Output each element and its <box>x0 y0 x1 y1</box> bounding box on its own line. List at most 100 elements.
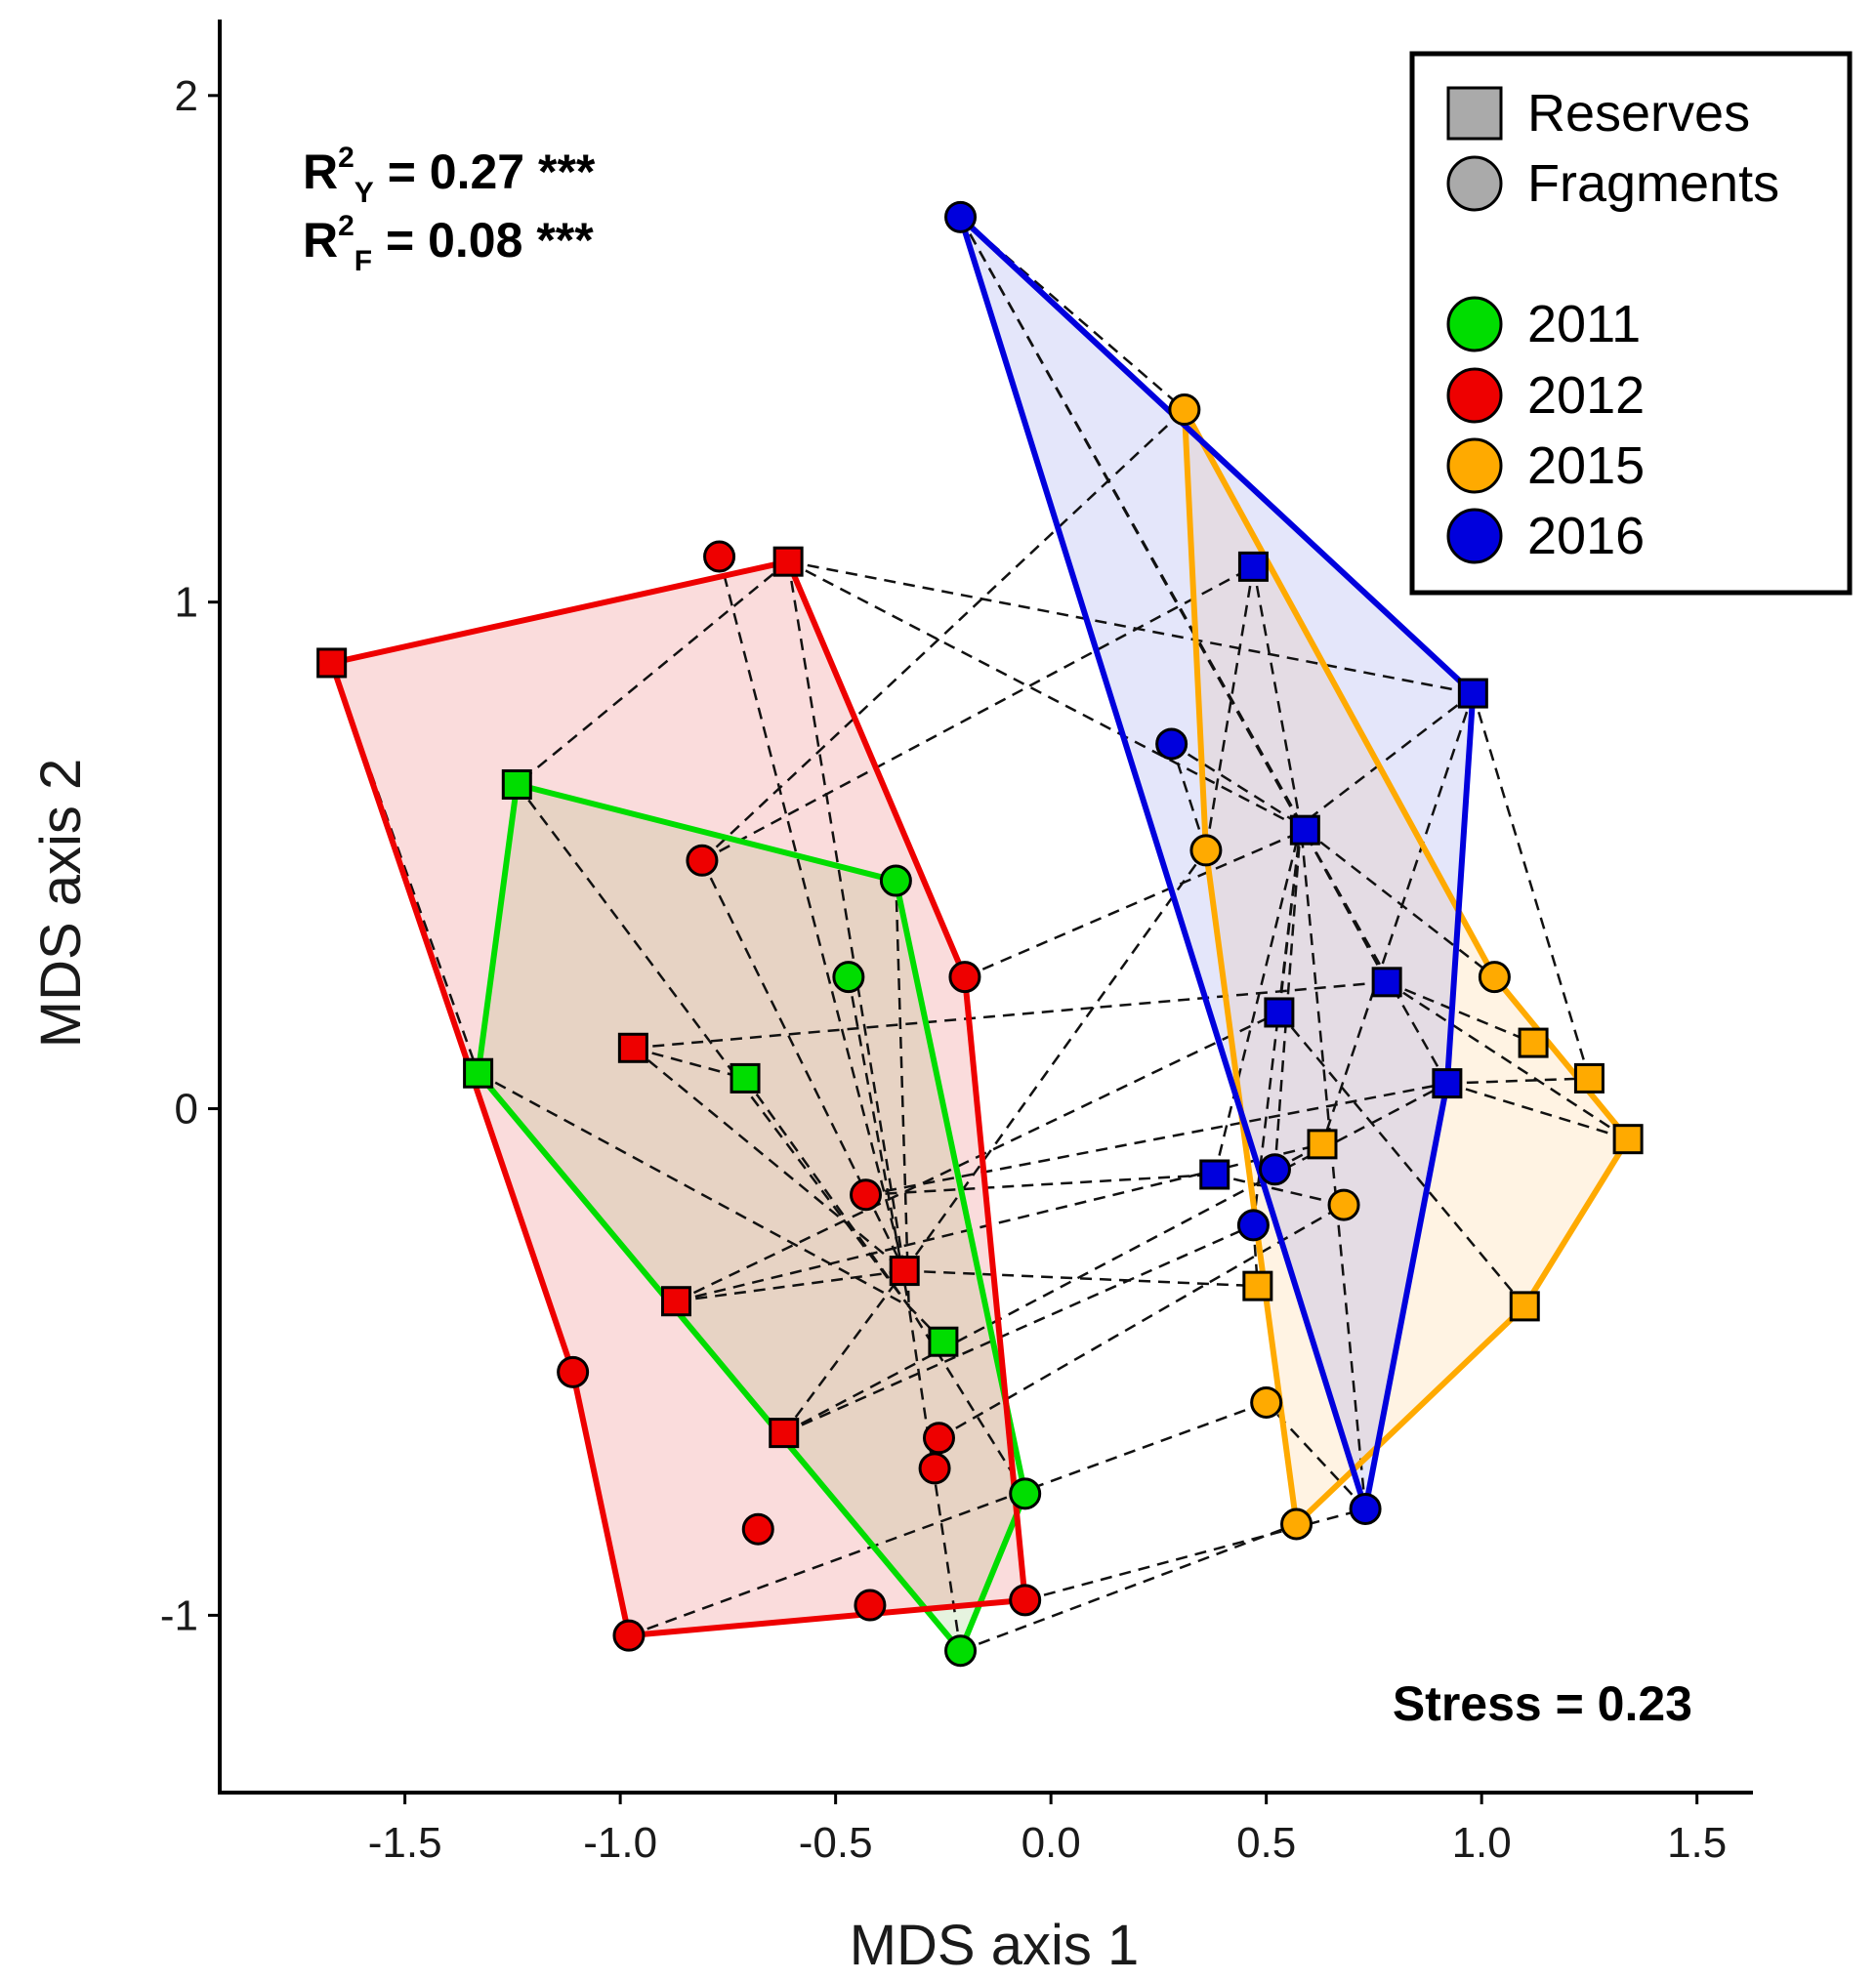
hull-fill-2015 <box>1184 409 1629 1525</box>
connector-line <box>701 408 1186 862</box>
legend-label-2016: 2016 <box>1527 507 1645 565</box>
fragment-point-2012 <box>948 961 981 994</box>
reserve-point-2016 <box>1289 814 1320 846</box>
r2y-sub: Y <box>354 177 374 209</box>
fragment-point-2011 <box>944 1634 978 1668</box>
r2f-rest: = 0.08 *** <box>372 213 594 268</box>
fragment-point-2011 <box>879 864 912 897</box>
hull-fill-2012 <box>331 561 1025 1636</box>
fragment-point-2012 <box>850 1178 883 1212</box>
fragment-point-2015 <box>1327 1188 1360 1221</box>
reserve-point-2011 <box>928 1326 959 1357</box>
x-axis-title: MDS axis 1 <box>850 1914 1140 1977</box>
connector-line <box>633 980 1388 1050</box>
reserve-point-2012 <box>769 1418 800 1449</box>
fragment-point-2012 <box>1009 1584 1042 1617</box>
centroid-edge-2012 <box>718 556 906 1271</box>
legend: Reserves Fragments 2011 2012 2015 2016 <box>1409 51 1853 596</box>
centroid-edge-2012 <box>786 560 906 1271</box>
reserve-point-2012 <box>660 1286 691 1317</box>
reserve-point-2016 <box>1432 1068 1463 1099</box>
connector-line <box>1472 692 1591 1079</box>
connector-line <box>701 565 1255 862</box>
connector-line <box>330 662 479 1074</box>
tick-layer: -1.5 -1.0 -0.5 0.0 0.5 1.0 1.5 -1 0 1 2 <box>160 72 1727 1867</box>
x-tick-label: -0.5 <box>799 1819 873 1867</box>
connector-line <box>628 1401 1268 1637</box>
fragment-point-2011 <box>1009 1477 1042 1510</box>
legend-square-key <box>1446 86 1503 141</box>
centroid-edge-2016 <box>1299 824 1389 983</box>
r2y-sup: 2 <box>338 142 354 174</box>
legend-key-2012 <box>1446 367 1503 424</box>
r2f-base: R <box>303 213 338 268</box>
centroid-edge-2011 <box>744 1077 910 1307</box>
legend-key-2011 <box>1446 296 1503 352</box>
y-tick-label: 0 <box>175 1086 198 1134</box>
y-tick-label: 1 <box>175 579 198 627</box>
reserve-point-2011 <box>501 768 532 800</box>
reserve-point-2016 <box>1237 551 1269 582</box>
centroid-edge-2016 <box>1299 824 1367 1509</box>
point-layer <box>316 200 1644 1668</box>
connector-line <box>1204 566 1255 851</box>
centroid-edge-2016 <box>1252 566 1303 826</box>
legend-circle-key <box>1446 155 1503 212</box>
connector-line <box>960 1522 1297 1652</box>
connector-line <box>904 1269 1258 1288</box>
centroid-edge-2016 <box>1299 824 1448 1085</box>
fragment-point-2015 <box>1478 961 1511 994</box>
connector-line <box>1320 692 1475 1145</box>
x-tick-label: -1.5 <box>368 1819 442 1867</box>
legend-key-2016 <box>1446 508 1503 564</box>
fragment-point-2015 <box>1280 1507 1313 1541</box>
connector-line <box>1386 980 1629 1140</box>
y-axis-title: MDS axis 2 <box>29 759 93 1049</box>
fragment-point-2012 <box>854 1589 887 1622</box>
fragment-point-2012 <box>557 1355 590 1388</box>
connector-line <box>964 829 1306 978</box>
reserve-point-2016 <box>1457 678 1488 709</box>
fragment-point-2012 <box>686 844 719 877</box>
hull-fill-layer <box>331 217 1629 1651</box>
connector-line <box>675 1011 1280 1302</box>
r2-fragment-annotation: R2F = 0.08 *** <box>303 210 594 277</box>
connector-line <box>783 1223 1254 1434</box>
fragment-point-2012 <box>741 1512 774 1546</box>
connector-line <box>865 1082 1448 1196</box>
connector-line <box>1304 829 1496 978</box>
fragment-point-2012 <box>703 540 736 573</box>
centroid-edge-2011 <box>478 1072 910 1307</box>
y-tick-label: -1 <box>160 1591 198 1639</box>
reserve-point-2015 <box>1612 1124 1644 1155</box>
connector-line <box>783 1082 1448 1434</box>
r2-year-annotation: R2Y = 0.27 *** <box>303 142 596 209</box>
fragment-point-2016 <box>1236 1209 1270 1242</box>
reserve-point-2016 <box>1264 997 1295 1028</box>
centroid-edge-2011 <box>895 881 910 1306</box>
x-tick-label: 1.5 <box>1667 1819 1727 1867</box>
fragment-point-2012 <box>612 1619 646 1652</box>
centroid-edge-2011 <box>516 783 910 1307</box>
reserve-point-2012 <box>772 546 804 577</box>
fragment-point-2016 <box>1258 1153 1291 1186</box>
legend-label-2012: 2012 <box>1527 366 1645 425</box>
connector-line <box>903 849 1207 1272</box>
x-tick-label: 0.0 <box>1021 1819 1081 1867</box>
r2f-sub: F <box>354 245 372 277</box>
hull-fill-2011 <box>478 784 1025 1651</box>
fragment-point-2016 <box>1349 1492 1382 1525</box>
fragment-point-2016 <box>944 200 978 233</box>
connector-line <box>1277 1012 1526 1307</box>
r2f-sup: 2 <box>338 210 354 242</box>
connector-line <box>1214 1173 1345 1207</box>
r2y-base: R <box>303 145 338 199</box>
centroid-edge-2016 <box>1213 824 1303 1176</box>
reserve-point-2011 <box>463 1057 494 1089</box>
reserve-point-2012 <box>617 1032 648 1063</box>
legend-label-2015: 2015 <box>1527 436 1645 495</box>
legend-label-reserves: Reserves <box>1527 84 1750 143</box>
reserve-point-2016 <box>1371 967 1402 998</box>
y-tick-label: 2 <box>175 72 198 120</box>
reserve-point-2015 <box>1573 1062 1605 1094</box>
